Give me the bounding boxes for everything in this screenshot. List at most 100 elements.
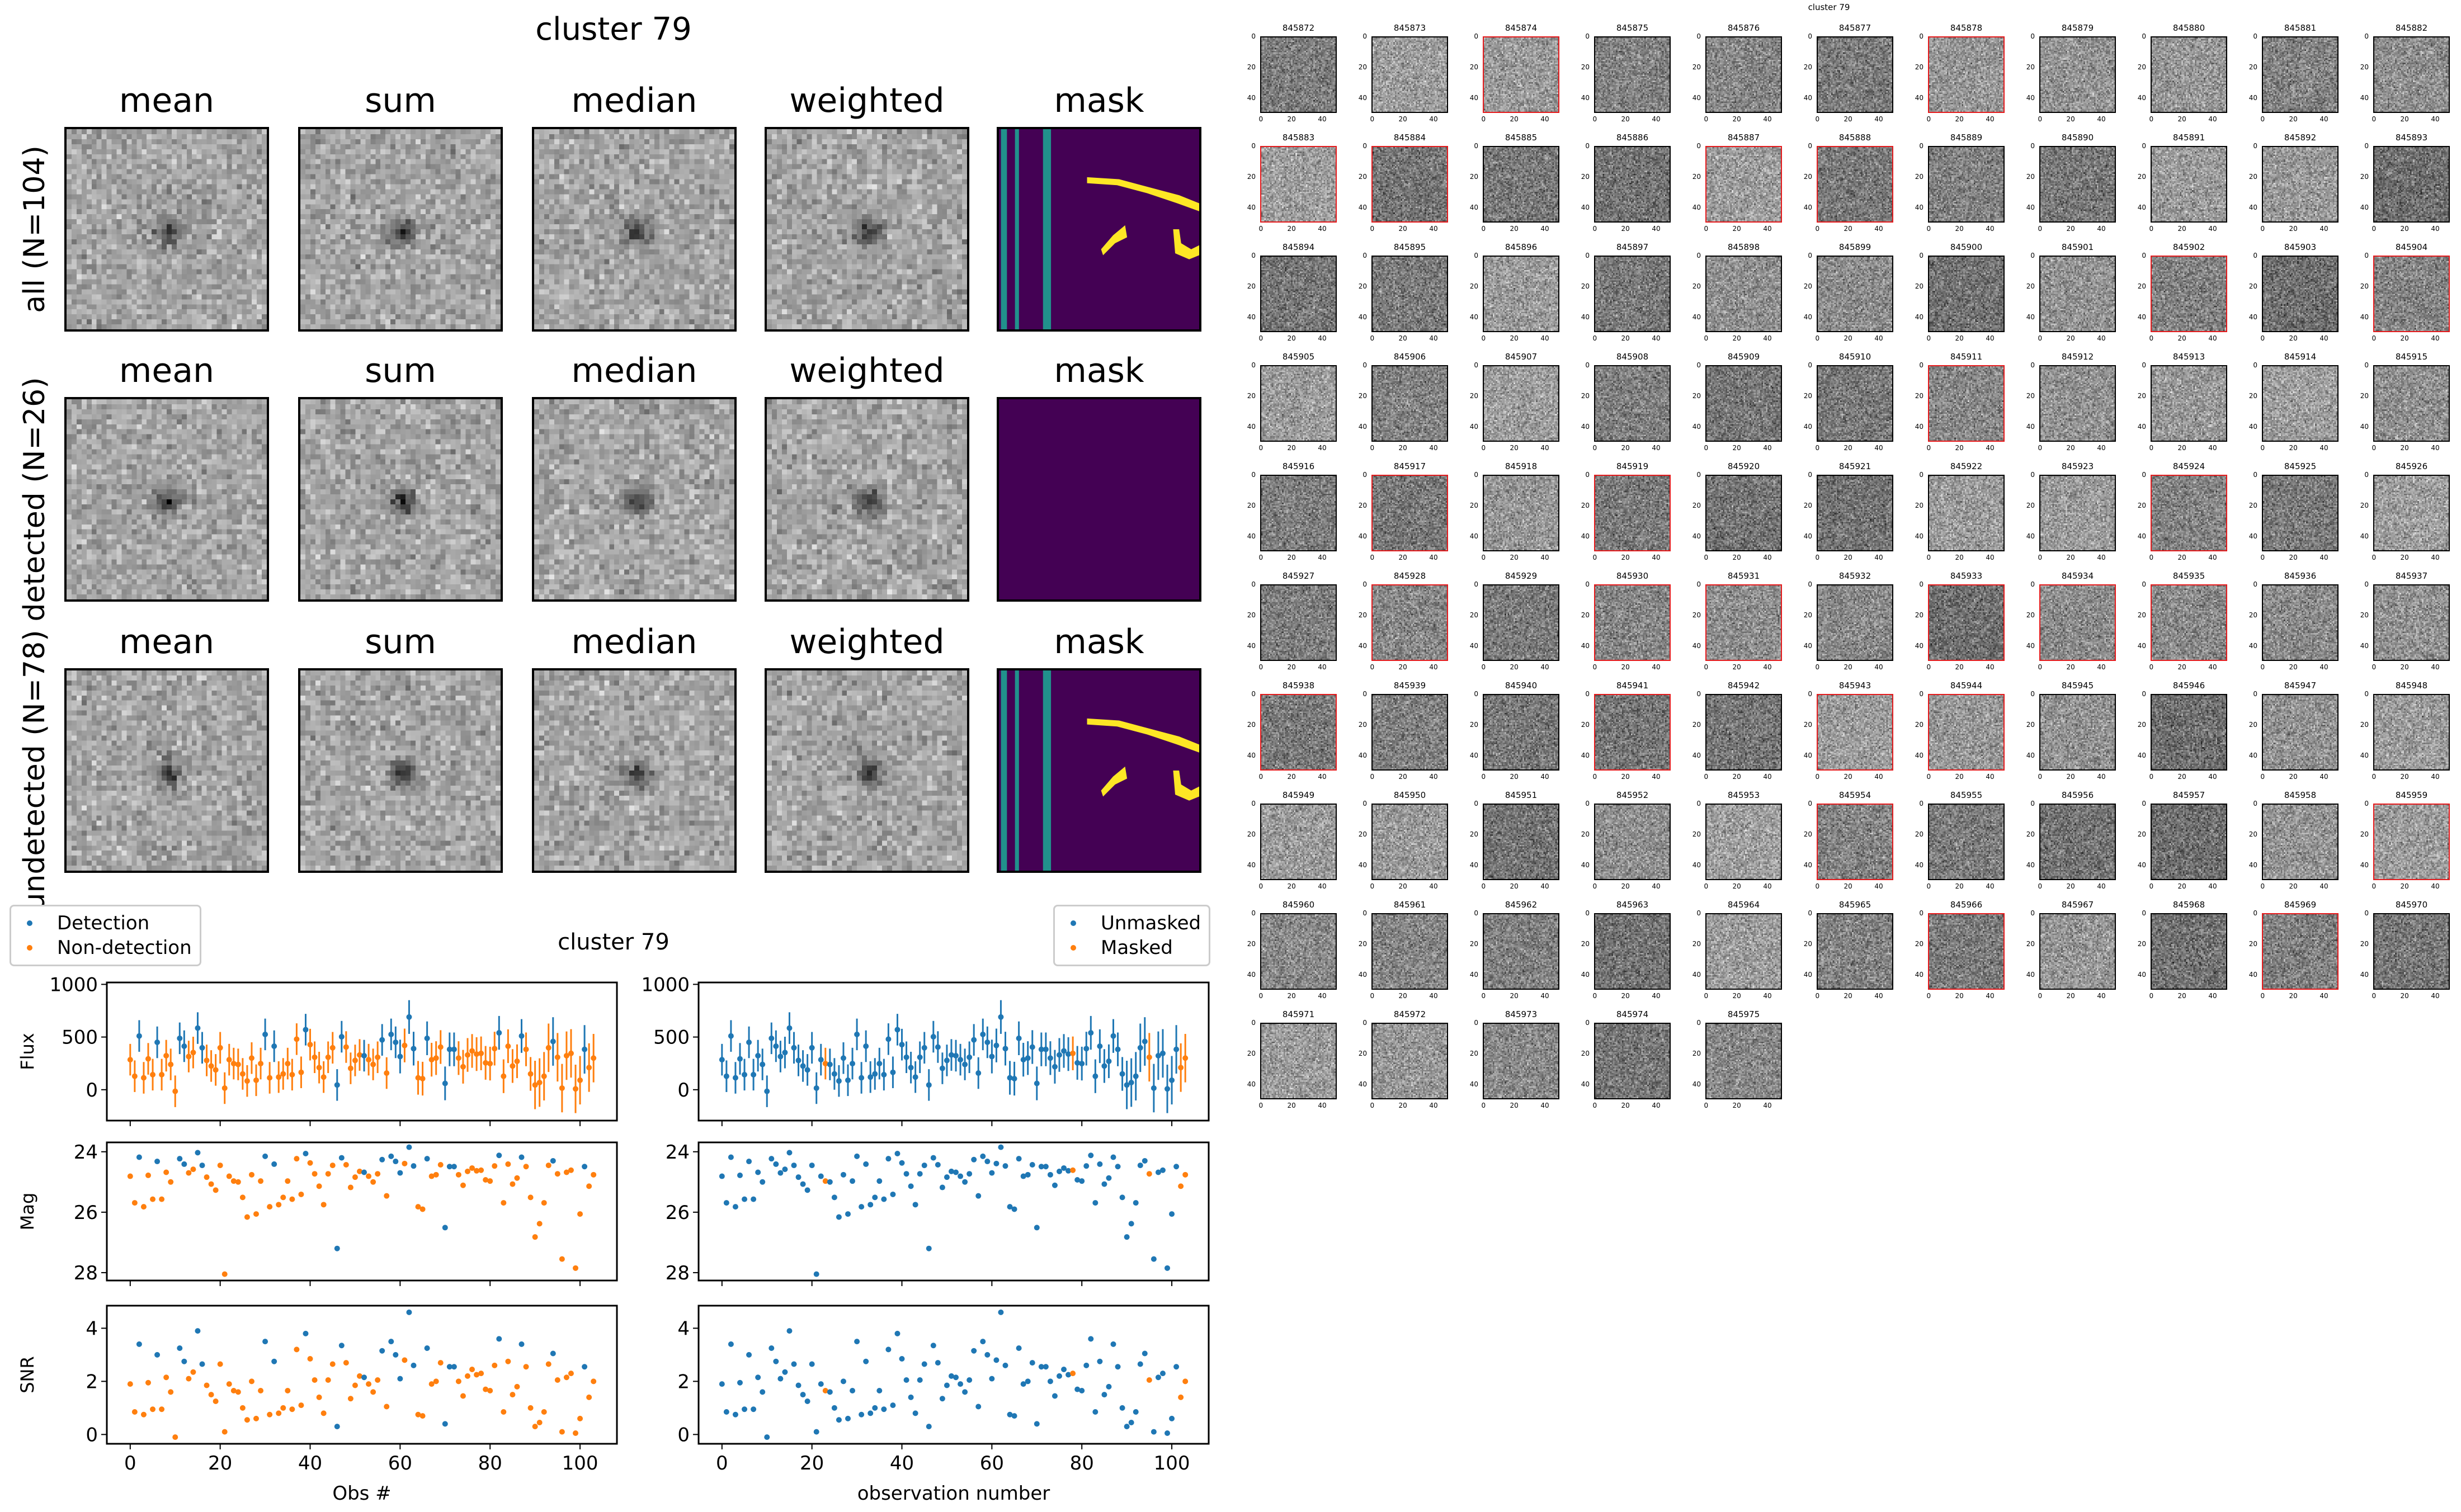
y-tick-label: 0 bbox=[1362, 32, 1367, 41]
data-point bbox=[998, 1014, 1004, 1020]
stamp-mask bbox=[997, 127, 1201, 332]
data-point bbox=[217, 1361, 223, 1367]
data-point bbox=[532, 1234, 538, 1240]
data-point bbox=[813, 1085, 819, 1091]
x-tick-label: 40 bbox=[1429, 115, 1438, 123]
data-point bbox=[419, 1206, 426, 1212]
cutout bbox=[1595, 1024, 1670, 1098]
y-tick-label: 40 bbox=[1247, 970, 1256, 979]
x-tick-label: 0 bbox=[1926, 992, 1931, 1000]
cutout bbox=[1706, 805, 1781, 879]
data-point bbox=[554, 1171, 560, 1177]
data-point bbox=[935, 1360, 941, 1366]
y-tick-label: 20 bbox=[1469, 502, 1478, 510]
x-tick-label: 40 bbox=[2319, 225, 2328, 233]
x-tick-label: 0 bbox=[1926, 663, 1931, 671]
y-tick-label: 26 bbox=[666, 1202, 690, 1224]
x-tick-label: 0 bbox=[1815, 444, 1820, 452]
blue-marker-icon bbox=[1071, 920, 1076, 926]
right-legend: Unmasked Masked bbox=[1053, 905, 1211, 966]
thumbnail-image bbox=[1817, 584, 1893, 661]
thumbnail-image bbox=[1705, 36, 1782, 113]
data-point bbox=[379, 1348, 385, 1354]
x-tick-label: 0 bbox=[124, 1452, 136, 1475]
thumbnail-image bbox=[1260, 1023, 1337, 1099]
data-point bbox=[478, 1050, 484, 1056]
thumbnail-title: 845929 bbox=[1505, 571, 1538, 581]
x-tick-label: 40 bbox=[1763, 882, 1772, 890]
x-tick-label: 0 bbox=[1370, 663, 1375, 671]
data-point bbox=[917, 1171, 923, 1177]
data-point bbox=[732, 1204, 738, 1210]
thumbnail-image bbox=[1705, 694, 1782, 771]
mask-blob bbox=[1173, 229, 1199, 259]
data-point bbox=[1124, 1424, 1130, 1430]
cutout bbox=[2263, 695, 2337, 769]
x-tick-label: 20 bbox=[1398, 882, 1407, 890]
y-tick-label: 0 bbox=[1362, 142, 1367, 150]
cutout bbox=[1373, 1024, 1447, 1098]
x-tick-label: 20 bbox=[2177, 773, 2186, 781]
data-point bbox=[1178, 1065, 1184, 1071]
data-point bbox=[1016, 1156, 1022, 1162]
thumbnail-image bbox=[1594, 1023, 1671, 1099]
y-tick-label: 40 bbox=[1915, 861, 1923, 869]
y-tick-label: 40 bbox=[1581, 93, 1590, 102]
data-point bbox=[1047, 1055, 1053, 1061]
thumbnail-title: 845910 bbox=[1838, 352, 1871, 362]
data-point bbox=[370, 1061, 376, 1067]
thumbnail-title: 845906 bbox=[1393, 352, 1426, 362]
y-tick-label: 20 bbox=[1469, 1050, 1478, 1058]
y-tick-label: 40 bbox=[1469, 313, 1478, 321]
data-point bbox=[1169, 1415, 1175, 1421]
thumbnail-image bbox=[1705, 146, 1782, 223]
axes-frame bbox=[106, 1141, 618, 1282]
x-tick-label: 20 bbox=[2289, 992, 2298, 1000]
x-tick-label: 80 bbox=[478, 1452, 502, 1475]
x-tick-label: 20 bbox=[1732, 773, 1741, 781]
data-point bbox=[1007, 1411, 1013, 1418]
cutout bbox=[1484, 695, 1558, 769]
y-tick-label: 20 bbox=[2248, 63, 2257, 72]
stamp-sum bbox=[298, 127, 503, 332]
mask-background bbox=[999, 399, 1199, 599]
x-tick-label: 40 bbox=[1429, 773, 1438, 781]
x-tick-label: 0 bbox=[1370, 554, 1375, 561]
x-tick-label: 0 bbox=[2149, 444, 2154, 452]
x-tick-label: 40 bbox=[1429, 444, 1438, 452]
x-tick-label: 40 bbox=[2319, 773, 2328, 781]
data-point bbox=[1074, 1386, 1081, 1392]
cutout bbox=[1706, 695, 1781, 769]
data-point bbox=[370, 1389, 376, 1395]
y-tick-label: 0 bbox=[2142, 361, 2146, 370]
data-point bbox=[181, 1161, 187, 1167]
data-point bbox=[782, 1166, 788, 1173]
data-point bbox=[492, 1362, 498, 1368]
y-tick-label: 40 bbox=[1692, 313, 1701, 321]
data-point bbox=[347, 1065, 353, 1071]
x-tick-label: 40 bbox=[1318, 115, 1327, 123]
data-point bbox=[746, 1040, 752, 1046]
x-tick-label: 0 bbox=[2372, 444, 2377, 452]
y-tick-label: 40 bbox=[2248, 93, 2257, 102]
data-point bbox=[930, 1155, 936, 1161]
data-point bbox=[1142, 1038, 1148, 1045]
x-tick-label: 20 bbox=[2177, 992, 2186, 1000]
x-tick-label: 0 bbox=[1481, 334, 1486, 342]
data-point bbox=[510, 1181, 516, 1187]
data-point bbox=[545, 1163, 551, 1169]
data-point bbox=[483, 1386, 489, 1392]
data-point bbox=[127, 1173, 133, 1179]
x-tick-label: 20 bbox=[1844, 882, 1852, 890]
data-point bbox=[1056, 1373, 1062, 1379]
data-point bbox=[464, 1373, 470, 1379]
data-point bbox=[742, 1196, 748, 1202]
cutout bbox=[1595, 476, 1670, 550]
x-tick-label: 0 bbox=[2260, 992, 2265, 1000]
data-point bbox=[777, 1376, 784, 1382]
y-tick-label: 40 bbox=[1915, 203, 1923, 211]
data-point bbox=[510, 1063, 516, 1069]
data-point bbox=[908, 1065, 914, 1071]
thumbnail-title: 845894 bbox=[1282, 242, 1315, 252]
data-point bbox=[366, 1173, 372, 1179]
